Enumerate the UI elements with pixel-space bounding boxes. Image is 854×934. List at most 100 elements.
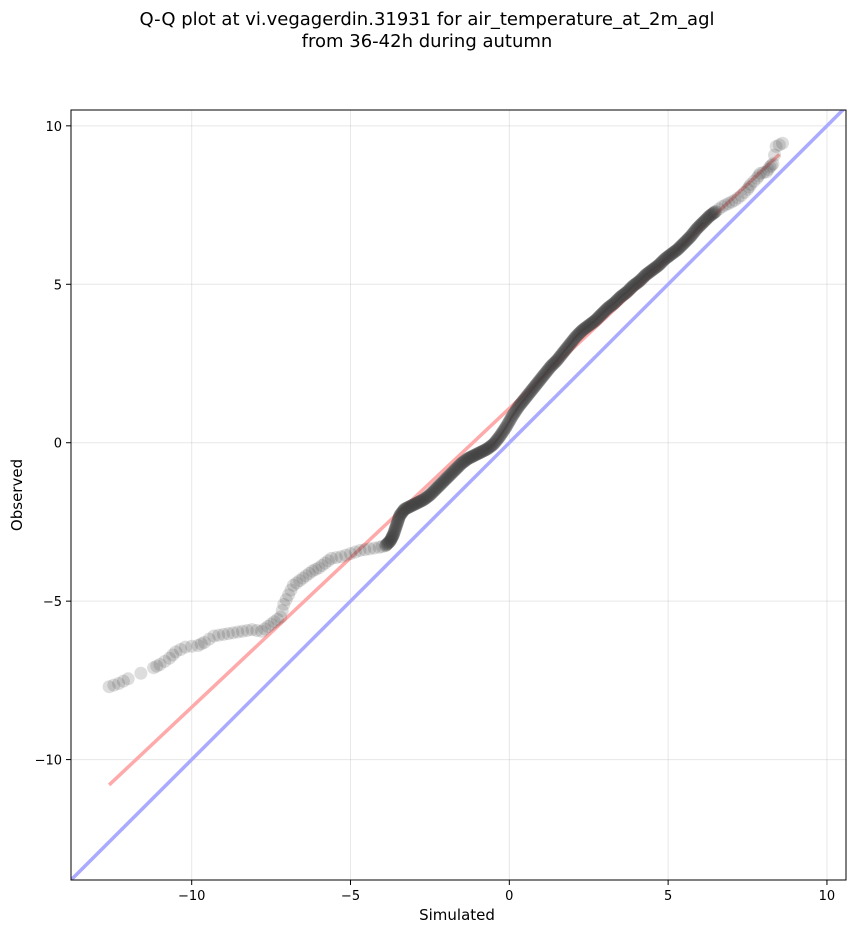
data-point bbox=[162, 651, 176, 665]
data-point bbox=[277, 597, 291, 611]
data-point bbox=[397, 504, 411, 518]
data-point bbox=[399, 502, 413, 516]
data-point bbox=[422, 489, 436, 503]
data-point bbox=[595, 307, 609, 321]
data-point bbox=[492, 431, 506, 445]
data-point bbox=[379, 538, 393, 552]
data-point bbox=[674, 239, 688, 253]
data-point bbox=[411, 496, 425, 510]
data-point bbox=[611, 292, 625, 306]
data-point bbox=[561, 339, 575, 353]
data-point bbox=[566, 334, 580, 348]
data-point bbox=[636, 271, 650, 285]
data-point bbox=[725, 195, 739, 209]
data-point bbox=[443, 468, 457, 482]
data-point bbox=[535, 370, 549, 384]
data-point bbox=[535, 371, 549, 385]
data-point bbox=[657, 253, 671, 267]
data-points bbox=[102, 136, 789, 694]
data-point bbox=[334, 550, 348, 564]
data-point bbox=[690, 222, 704, 236]
data-point bbox=[641, 266, 655, 280]
data-point bbox=[485, 439, 499, 453]
data-point bbox=[406, 498, 420, 512]
data-point bbox=[627, 278, 641, 292]
data-point bbox=[503, 413, 517, 427]
data-point bbox=[434, 477, 448, 491]
data-point bbox=[587, 314, 601, 328]
data-point bbox=[493, 429, 507, 443]
data-point bbox=[597, 305, 611, 319]
data-point bbox=[495, 427, 509, 441]
data-point bbox=[452, 459, 466, 473]
data-point bbox=[610, 293, 624, 307]
data-point bbox=[640, 267, 654, 281]
data-point bbox=[339, 548, 353, 562]
data-point bbox=[552, 351, 566, 365]
data-point bbox=[537, 368, 551, 382]
data-point bbox=[406, 498, 420, 512]
data-point bbox=[191, 639, 205, 653]
data-point bbox=[718, 198, 732, 212]
data-point bbox=[504, 412, 518, 426]
data-point bbox=[411, 495, 425, 509]
data-point bbox=[482, 441, 496, 455]
data-point bbox=[569, 330, 583, 344]
data-point bbox=[452, 459, 465, 473]
data-point bbox=[447, 464, 461, 478]
data-point bbox=[766, 157, 780, 171]
data-point bbox=[605, 298, 619, 312]
data-point bbox=[617, 288, 631, 302]
data-point bbox=[386, 528, 400, 542]
data-point bbox=[560, 341, 574, 355]
data-point bbox=[480, 442, 494, 456]
data-point bbox=[490, 433, 504, 447]
data-point bbox=[594, 308, 608, 322]
data-point bbox=[750, 171, 764, 185]
data-point bbox=[561, 340, 575, 354]
data-point bbox=[407, 498, 421, 512]
data-point bbox=[610, 294, 624, 308]
data-point bbox=[174, 642, 188, 656]
data-point bbox=[555, 347, 569, 361]
data-point bbox=[658, 252, 672, 266]
data-point bbox=[642, 265, 656, 279]
data-point bbox=[424, 487, 438, 501]
data-point bbox=[414, 494, 428, 508]
data-point bbox=[497, 423, 511, 437]
data-point bbox=[707, 206, 721, 220]
data-point bbox=[607, 297, 620, 311]
data-point bbox=[674, 239, 688, 253]
data-point bbox=[444, 467, 458, 481]
data-point bbox=[511, 400, 525, 414]
data-point bbox=[576, 323, 590, 337]
data-point bbox=[744, 177, 758, 191]
data-point bbox=[458, 453, 472, 467]
data-point bbox=[384, 533, 398, 547]
data-point bbox=[422, 488, 436, 502]
data-point bbox=[542, 362, 556, 376]
data-point bbox=[401, 500, 415, 514]
data-point bbox=[572, 327, 586, 341]
data-point bbox=[517, 393, 531, 407]
data-point bbox=[659, 251, 673, 265]
data-point bbox=[612, 291, 626, 305]
data-point bbox=[677, 236, 691, 250]
data-point bbox=[402, 500, 416, 514]
data-point bbox=[515, 395, 529, 409]
data-point bbox=[496, 425, 510, 439]
data-point bbox=[479, 442, 493, 456]
data-point bbox=[540, 364, 554, 378]
data-point bbox=[425, 486, 439, 500]
data-point bbox=[450, 461, 464, 475]
data-point bbox=[526, 382, 540, 396]
data-point bbox=[620, 285, 634, 299]
data-point bbox=[318, 556, 332, 570]
data-point bbox=[660, 251, 674, 265]
data-point bbox=[455, 456, 469, 470]
data-point bbox=[505, 410, 519, 424]
data-point bbox=[471, 447, 485, 461]
data-point bbox=[641, 266, 655, 280]
data-point bbox=[545, 358, 559, 372]
data-point bbox=[617, 287, 631, 301]
